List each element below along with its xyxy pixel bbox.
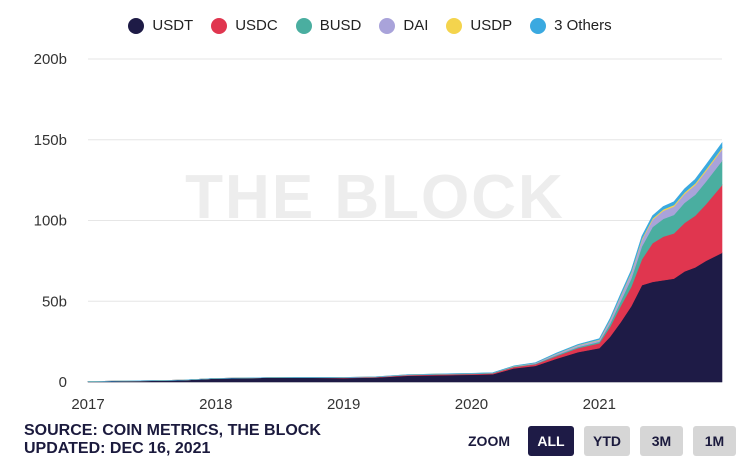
- y-tick-label: 150b: [34, 132, 67, 149]
- legend-item[interactable]: DAI: [379, 17, 428, 34]
- legend-swatch: [530, 17, 547, 34]
- x-tick-label: 2017: [71, 396, 104, 413]
- y-axis-labels: 0 50b 100b 150b 200b: [34, 51, 67, 391]
- source-line: SOURCE: COIN METRICS, THE BLOCK: [24, 422, 321, 439]
- area-series-3-others: [87, 142, 723, 382]
- legend-swatch: [379, 17, 396, 34]
- x-tick-label: 2018: [199, 396, 232, 413]
- y-tick-label: 50b: [42, 293, 67, 310]
- source-note: SOURCE: COIN METRICS, THE BLOCK UPDATED:…: [24, 422, 321, 458]
- zoom-ytd-button[interactable]: YTD: [584, 426, 630, 456]
- x-tick-label: 2020: [455, 396, 488, 413]
- legend-item[interactable]: USDC: [211, 17, 278, 34]
- updated-line: UPDATED: DEC 16, 2021: [24, 440, 211, 457]
- zoom-controls: ZOOM ALL YTD 3M 1M: [468, 426, 736, 456]
- legend-item[interactable]: BUSD: [295, 17, 362, 34]
- legend-item[interactable]: USDP: [446, 17, 512, 34]
- x-tick-label: 2021: [583, 396, 616, 413]
- zoom-all-button[interactable]: ALL: [528, 426, 574, 456]
- legend-swatch: [128, 17, 145, 34]
- zoom-label: ZOOM: [468, 433, 510, 449]
- legend-label: USDC: [235, 17, 278, 34]
- legend-swatch: [211, 17, 228, 34]
- legend-item[interactable]: 3 Others: [530, 17, 612, 34]
- chart-areas: [87, 142, 723, 383]
- zoom-1m-button[interactable]: 1M: [693, 426, 736, 456]
- chart-legend: USDT USDC BUSD DAI USDP 3 Others: [0, 17, 740, 34]
- x-tick-label: 2019: [327, 396, 360, 413]
- area-series-usdt: [87, 252, 723, 383]
- watermark: THE BLOCK: [185, 163, 565, 232]
- legend-label: BUSD: [319, 17, 362, 34]
- y-tick-label: 100b: [34, 213, 67, 230]
- x-axis-labels: 2017 2018 2019 2020 2021: [71, 396, 616, 413]
- legend-label: 3 Others: [554, 17, 612, 34]
- legend-label: DAI: [403, 17, 429, 34]
- y-tick-label: 0: [59, 374, 67, 391]
- legend-swatch: [446, 17, 463, 34]
- zoom-3m-button[interactable]: 3M: [640, 426, 683, 456]
- y-tick-label: 200b: [34, 51, 67, 68]
- legend-item[interactable]: USDT: [128, 17, 193, 34]
- legend-swatch: [295, 17, 312, 34]
- legend-label: USDP: [470, 17, 513, 34]
- legend-label: USDT: [152, 17, 194, 34]
